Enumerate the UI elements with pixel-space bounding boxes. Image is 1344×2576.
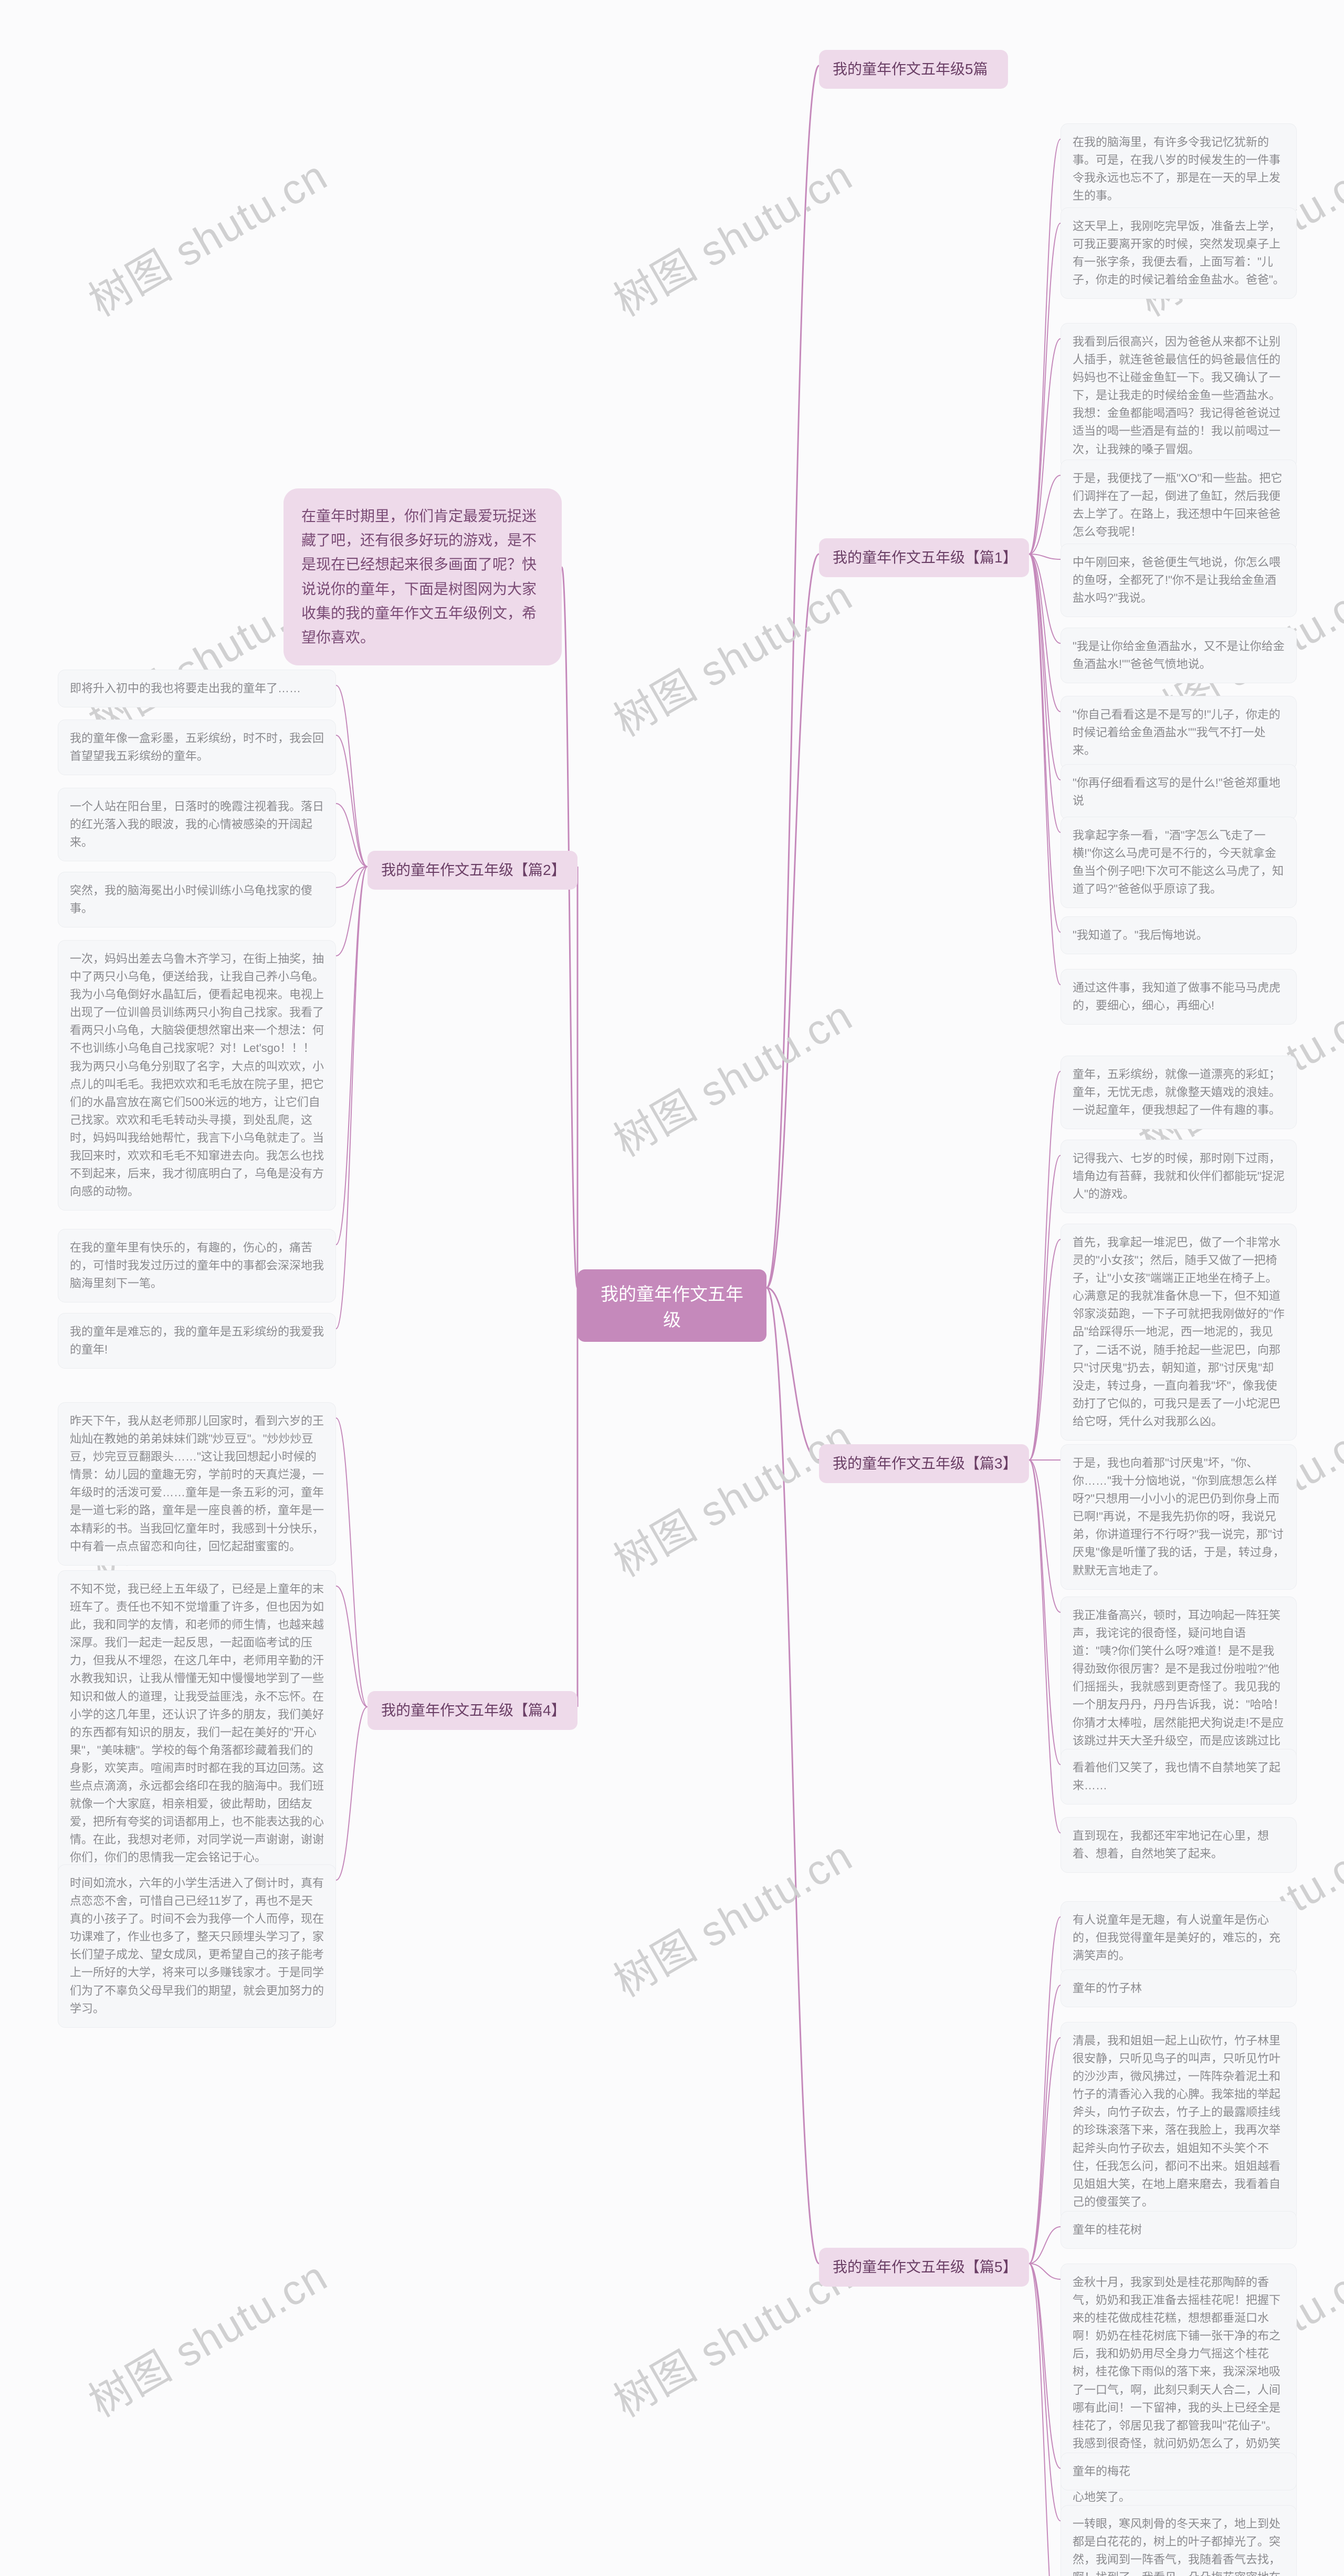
watermark: 树图 shutu.cn: [76, 2243, 337, 2429]
watermark: 树图 shutu.cn: [601, 1403, 862, 1589]
leaf-p5-1: 童年的竹子林: [1060, 1969, 1297, 2007]
branch-p1[interactable]: 我的童年作文五年级【篇1】: [819, 538, 1029, 577]
leaf-p1-0: 在我的脑海里，有许多令我记忆犹新的事。可是，在我八岁的时候发生的一件事令我永远也…: [1060, 123, 1297, 215]
branch-p3[interactable]: 我的童年作文五年级【篇3】: [819, 1444, 1029, 1483]
leaf-p4-0: 昨天下午，我从赵老师那儿回家时，看到六岁的王灿灿在教她的弟弟妹妹们跳"炒豆豆"。…: [58, 1402, 336, 1566]
branch-p5[interactable]: 我的童年作文五年级【篇5】: [819, 2248, 1029, 2287]
leaf-p1-1: 这天早上，我刚吃完早饭，准备去上学，可我正要离开家的时候，突然发现桌子上有一张字…: [1060, 207, 1297, 299]
leaf-p1-10: 通过这件事，我知道了做事不能马马虎虎的，要细心，细心，再细心!: [1060, 969, 1297, 1025]
watermark: 树图 shutu.cn: [601, 1823, 862, 2009]
watermark: 树图 shutu.cn: [76, 142, 337, 328]
leaf-p1-2: 我看到后很高兴，因为爸爸从来都不让别人插手，就连爸爸最信任的妈爸最信任的妈妈也不…: [1060, 323, 1297, 468]
leaf-p1-8: 我拿起字条一看，"酒"字怎么飞走了一横!"你这么马虎可是不行的，今天就拿金鱼当个…: [1060, 817, 1297, 908]
leaf-p2-6: 我的童年是难忘的，我的童年是五彩缤纷的我爱我的童年!: [58, 1313, 336, 1369]
leaf-p1-7: "你再仔细看看这写的是什么!"爸爸郑重地说: [1060, 764, 1297, 820]
leaf-p2-5: 在我的童年里有快乐的，有趣的，伤心的，痛苦的，可惜时我发过历过的童年中的事都会深…: [58, 1229, 336, 1302]
leaf-p1-5: "我是让你给金鱼酒盐水，又不是让你给金鱼酒盐水!""爸爸气愤地说。: [1060, 628, 1297, 683]
branch-p4[interactable]: 我的童年作文五年级【篇4】: [368, 1691, 578, 1730]
leaf-p5-2: 清晨，我和姐姐一起上山砍竹，竹子林里很安静，只听见鸟子的叫声，只听见竹叶的沙沙声…: [1060, 2022, 1297, 2221]
leaf-p3-0: 童年，五彩缤纷，就像一道漂亮的彩虹；童年，无忧无虑，就像整天嬉戏的浪娃。一说起童…: [1060, 1056, 1297, 1129]
branch-intro[interactable]: 在童年时期里，你们肯定最爱玩捉迷藏了吧，还有很多好玩的游戏，是不是现在已经想起来…: [284, 488, 562, 665]
leaf-p1-9: "我知道了。"我后悔地说。: [1060, 916, 1297, 954]
leaf-p2-3: 突然，我的脑海冕出小时候训练小乌龟找家的傻事。: [58, 872, 336, 927]
watermark: 树图 shutu.cn: [601, 142, 862, 328]
leaf-p5-0: 有人说童年是无趣，有人说童年是伤心的，但我觉得童年是美好的，难忘的，充满笑声的。: [1060, 1901, 1297, 1975]
leaf-p2-0: 即将升入初中的我也将要走出我的童年了……: [58, 670, 336, 707]
leaf-p3-6: 直到现在，我都还牢牢地记在心里，想着、想着，自然地笑了起来。: [1060, 1817, 1297, 1873]
leaf-p1-4: 中午刚回来，爸爸便生气地说，你怎么喂的鱼呀，全都死了!"你不是让我给金鱼酒盐水吗…: [1060, 544, 1297, 617]
leaf-p2-2: 一个人站在阳台里，日落时的晚霞注视着我。落日的红光落入我的眼波，我的心情被感染的…: [58, 788, 336, 861]
leaf-p3-3: 于是，我也向着那"讨厌鬼"坏，"你、你……"我十分恼地说，"你到底想怎么样呀?"…: [1060, 1444, 1297, 1590]
watermark: 树图 shutu.cn: [601, 983, 862, 1169]
center-topic[interactable]: 我的童年作文五年级: [578, 1269, 766, 1342]
branch-p2[interactable]: 我的童年作文五年级【篇2】: [368, 851, 578, 890]
leaf-p5-6: 一转眼，寒风刺骨的冬天来了，地上到处都是白花花的，树上的叶子都掉光了。突然，我闻…: [1060, 2505, 1297, 2576]
leaf-p2-4: 一次，妈妈出差去乌鲁木齐学习，在街上抽奖，抽中了两只小乌龟，便送给我，让我自己养…: [58, 940, 336, 1211]
leaf-p5-5: 童年的梅花: [1060, 2453, 1297, 2490]
leaf-p4-1: 不知不觉，我已经上五年级了，已经是上童年的末班车了。责任也不知不觉增重了许多，但…: [58, 1570, 336, 1877]
leaf-p3-5: 看着他们又笑了，我也情不自禁地笑了起来……: [1060, 1749, 1297, 1805]
leaf-p3-2: 首先，我拿起一堆泥巴，做了一个非常水灵的"小女孩"；然后，随手又做了一把椅子，让…: [1060, 1224, 1297, 1441]
branch-p5top[interactable]: 我的童年作文五年级5篇: [819, 50, 1008, 89]
leaf-p1-3: 于是，我便找了一瓶"XO"和一些盐。把它们调拌在了一起，倒进了鱼缸，然后我便去上…: [1060, 460, 1297, 551]
watermark: 树图 shutu.cn: [601, 562, 862, 748]
leaf-p3-1: 记得我六、七岁的时候，那时刚下过雨，墙角边有苔藓，我就和伙伴们都能玩"捉泥人"的…: [1060, 1140, 1297, 1213]
leaf-p2-1: 我的童年像一盒彩墨，五彩缤纷，时不时，我会回首望望我五彩缤纷的童年。: [58, 719, 336, 775]
leaf-p4-2: 时间如流水，六年的小学生活进入了倒计时，真有点恋恋不舍，可惜自己已经11岁了，再…: [58, 1864, 336, 2028]
leaf-p1-6: "你自己看看这是不是写的!"儿子，你走的时候记着给金鱼酒盐水""我气不打一处来。: [1060, 696, 1297, 769]
leaf-p5-3: 童年的桂花树: [1060, 2211, 1297, 2249]
